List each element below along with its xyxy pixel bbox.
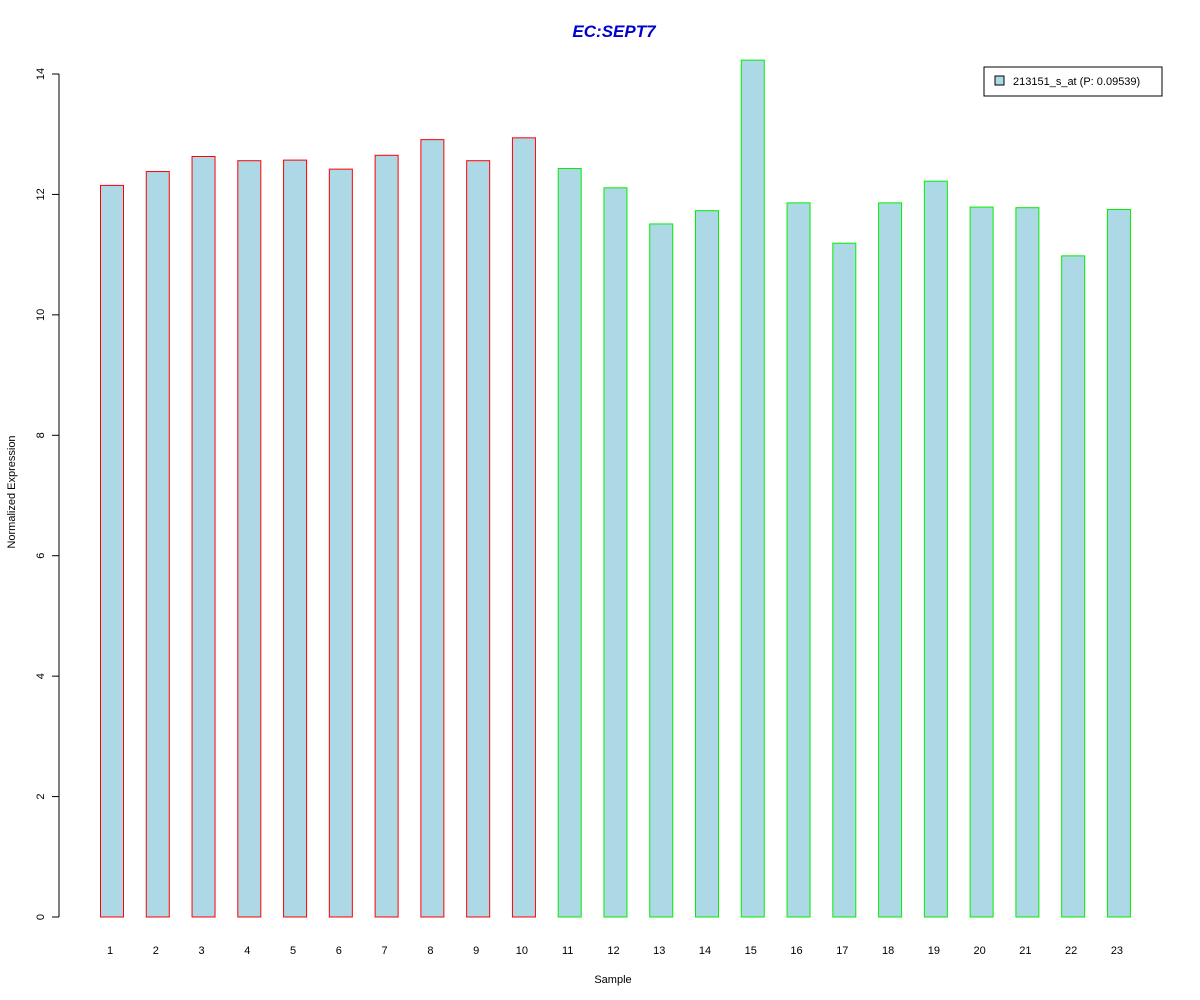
bar-sample-17 xyxy=(832,242,857,918)
x-tick-label: 10 xyxy=(516,945,528,957)
bar-sample-3 xyxy=(191,155,216,918)
bar-sample-13 xyxy=(649,223,674,918)
y-tick-label: 4 xyxy=(35,673,47,679)
bar-sample-12 xyxy=(603,187,628,918)
legend-label: 213151_s_at (P: 0.09539) xyxy=(1013,76,1140,88)
y-tick-label: 14 xyxy=(35,68,47,80)
bar-sample-7 xyxy=(374,154,399,918)
x-tick-label: 16 xyxy=(790,945,802,957)
x-tick-label: 4 xyxy=(244,945,250,957)
legend: 213151_s_at (P: 0.09539) xyxy=(983,66,1163,97)
bar-sample-1 xyxy=(100,184,124,918)
x-tick-label: 8 xyxy=(427,945,433,957)
x-tick-label: 23 xyxy=(1111,945,1123,957)
x-tick-label: 18 xyxy=(882,945,894,957)
y-tick-label: 12 xyxy=(35,188,47,200)
y-axis: 0 2 4 6 8 10 12 14 xyxy=(35,68,60,920)
x-tick-label: 20 xyxy=(974,945,986,957)
x-tick-label: 7 xyxy=(382,945,388,957)
bar-sample-14 xyxy=(695,210,720,918)
y-tick-label: 6 xyxy=(35,553,47,559)
x-tick-label: 17 xyxy=(836,945,848,957)
legend-box xyxy=(983,66,1163,97)
x-tick-label: 21 xyxy=(1019,945,1031,957)
x-tick-label: 14 xyxy=(699,945,711,957)
bar-sample-10 xyxy=(511,137,536,918)
bar-sample-9 xyxy=(466,160,491,918)
x-tick-label: 9 xyxy=(473,945,479,957)
bar-sample-8 xyxy=(420,139,445,918)
y-tick-label: 2 xyxy=(35,794,47,800)
x-tick-labels: 1 2 3 4 5 6 7 8 9 10 11 12 13 14 15 16 17 18 19 20 21 22 23 xyxy=(107,945,1123,957)
y-tick-label: 10 xyxy=(35,309,47,321)
x-tick-label: 11 xyxy=(562,945,573,957)
bar-sample-21 xyxy=(1015,207,1040,918)
bar-sample-6 xyxy=(328,168,353,918)
legend-swatch xyxy=(994,75,1005,86)
x-axis-label: Sample xyxy=(594,974,631,986)
bar-sample-16 xyxy=(786,202,811,918)
bar-sample-19 xyxy=(923,180,948,918)
bar-sample-18 xyxy=(878,202,903,918)
bar-sample-20 xyxy=(969,206,994,918)
x-tick-label: 3 xyxy=(198,945,204,957)
bar-sample-5 xyxy=(283,159,308,918)
x-tick-label: 5 xyxy=(290,945,296,957)
x-tick-label: 2 xyxy=(153,945,159,957)
x-tick-label: 19 xyxy=(928,945,940,957)
bars-group xyxy=(100,59,1131,918)
bar-sample-15 xyxy=(740,59,765,918)
bar-sample-2 xyxy=(145,171,170,918)
bar-sample-22 xyxy=(1061,255,1086,918)
x-tick-label: 13 xyxy=(653,945,665,957)
chart-title: EC:SEPT7 xyxy=(572,22,657,41)
bar-sample-11 xyxy=(557,168,582,918)
bar-sample-4 xyxy=(237,160,262,918)
x-tick-label: 1 xyxy=(107,945,113,957)
x-tick-label: 22 xyxy=(1065,945,1077,957)
x-tick-label: 12 xyxy=(607,945,619,957)
x-tick-label: 15 xyxy=(745,945,757,957)
bar-sample-23 xyxy=(1106,208,1131,918)
y-tick-label: 0 xyxy=(35,914,47,920)
y-axis-label: Normalized Expression xyxy=(6,435,18,548)
y-tick-label: 8 xyxy=(35,432,47,438)
x-tick-label: 6 xyxy=(336,945,342,957)
